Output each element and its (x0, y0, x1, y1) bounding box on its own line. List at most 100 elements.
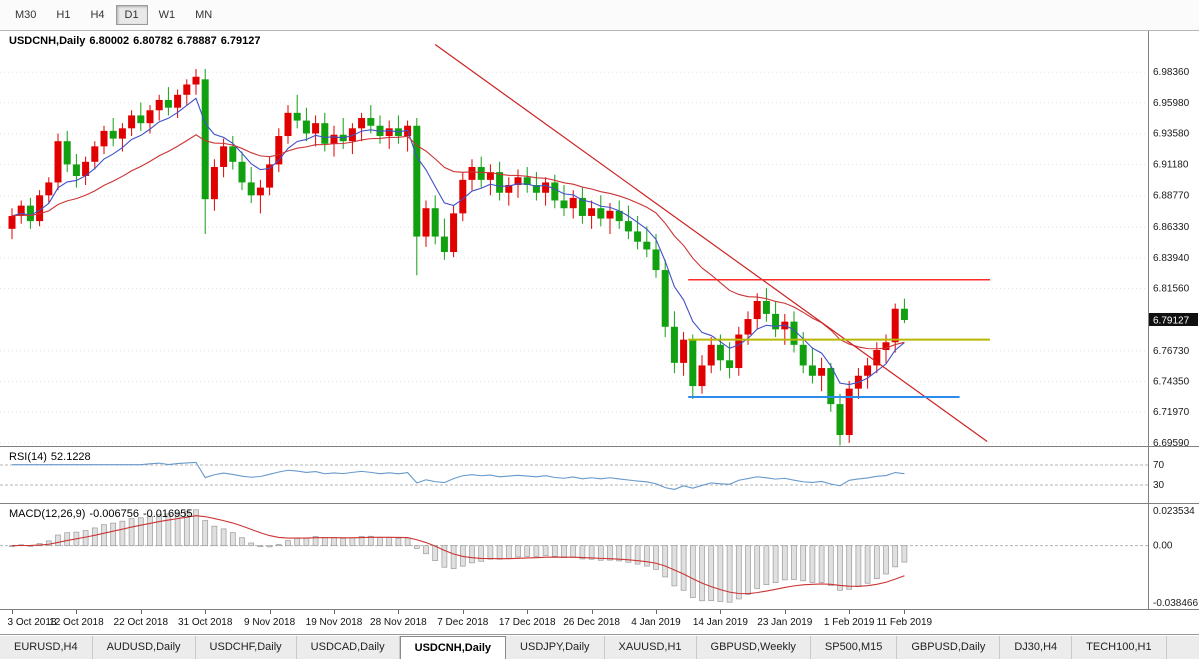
date-tick-mark (849, 610, 851, 614)
macd-histogram-bar (285, 540, 291, 547)
macd-histogram-bar (395, 537, 402, 547)
macd-histogram-bar (901, 545, 908, 563)
macd-histogram-bar (883, 545, 889, 575)
date-label: 11 Feb 2019 (876, 617, 933, 628)
macd-histogram-bar (561, 545, 567, 558)
macd-histogram-bar (91, 527, 98, 547)
candle (238, 161, 246, 183)
macd-histogram-bar (404, 537, 411, 547)
candle (367, 117, 375, 126)
symbol-tab-usdchf-daily[interactable]: USDCHF,Daily (196, 636, 297, 659)
price-axis-label: 6.88770 (1153, 191, 1190, 202)
symbol-tab-audusd-daily[interactable]: AUDUSD,Daily (93, 636, 196, 659)
macd-histogram-bar (174, 512, 181, 547)
price-axis-label: 6.71970 (1153, 407, 1190, 418)
symbol-tab-xauusd-h1[interactable]: XAUUSD,H1 (605, 636, 697, 659)
candle (266, 164, 274, 188)
candle (624, 221, 632, 232)
macd-histogram-bar (597, 545, 604, 561)
macd-histogram-bar (846, 545, 853, 590)
candle (312, 123, 320, 134)
timeframe-button-d1[interactable]: D1 (115, 5, 148, 25)
timeframe-button-h4[interactable]: H4 (81, 5, 113, 25)
date-label: 3 Oct 2018 (7, 617, 57, 628)
symbol-tab-gbpusd-daily[interactable]: GBPUSD,Daily (897, 636, 1001, 659)
plot-area (8, 44, 990, 446)
macd-histogram-bar (855, 545, 862, 588)
candle (560, 200, 568, 209)
symbol-tab-tech100-h1[interactable]: TECH100,H1 (1072, 636, 1167, 659)
rsi-indicator-chart[interactable]: 70 30 (0, 447, 1199, 503)
timeframe-button-w1[interactable]: W1 (150, 5, 185, 25)
candle (137, 115, 145, 124)
timeframe-button-m30[interactable]: M30 (6, 5, 45, 25)
candle (247, 182, 255, 196)
candle (882, 342, 890, 350)
candle (891, 308, 899, 343)
date-axis[interactable]: 3 Oct 2018 12 Oct 2018 22 Oct 2018 31 Oct 2… (0, 610, 1199, 635)
candlestick-chart[interactable]: 6.98360 6.95980 6.93580 6.91180 6.88770 6.863… (0, 31, 1199, 446)
rsi-panel: 70 30 RSI(14) 52.1228 (0, 447, 1199, 504)
candle (597, 208, 605, 219)
macd-histogram-bar (763, 545, 770, 585)
timeframe-button-h1[interactable]: H1 (47, 5, 79, 25)
svg-text:6.79127: 6.79127 (1153, 315, 1190, 326)
candle (542, 182, 550, 193)
date-tick-mark (205, 610, 207, 614)
date-label: 17 Dec 2018 (498, 617, 556, 628)
candle (551, 182, 559, 201)
macd-histogram-bar (625, 545, 632, 563)
macd-histogram-bar (55, 534, 61, 547)
symbol-tab-usdjpy-daily[interactable]: USDJPY,Daily (506, 636, 605, 659)
macd-histogram-bar (726, 545, 733, 603)
macd-histogram-bar (183, 510, 190, 547)
candle (799, 344, 807, 366)
price-axis-label: 6.95980 (1153, 98, 1190, 109)
macd-histogram-bar (441, 545, 448, 568)
symbol-tab-gbpusd-weekly[interactable]: GBPUSD,Weekly (697, 636, 811, 659)
candle (514, 177, 522, 186)
candle (293, 112, 301, 121)
candle (578, 197, 586, 216)
macd-histogram-bar (147, 515, 153, 547)
symbol-tab-eurusd-h4[interactable]: EURUSD,H4 (0, 636, 93, 659)
macd-histogram-bar (551, 545, 558, 557)
macd-histogram-bar (128, 518, 135, 547)
current-price-badge (1149, 312, 1198, 326)
macd-histogram-bar (809, 545, 816, 583)
candle (836, 404, 844, 436)
candle (716, 344, 724, 361)
rsi-level-label: 70 (1153, 460, 1165, 471)
macd-histogram-bar (662, 545, 669, 578)
candle (321, 123, 329, 144)
macd-histogram-bar (110, 522, 117, 547)
candle (413, 125, 421, 237)
candle (486, 172, 494, 180)
candle (220, 146, 228, 167)
macd-histogram-bar (735, 545, 742, 600)
symbol-tab-usdcad-daily[interactable]: USDCAD,Daily (297, 636, 400, 659)
macd-histogram-bar (671, 545, 678, 587)
macd-indicator-chart[interactable]: 0.023534 0.00 -0.038466 (0, 504, 1199, 609)
macd-histogram-bar (266, 545, 273, 548)
date-tick-mark (398, 610, 400, 614)
candle (91, 146, 99, 162)
candle (468, 166, 476, 180)
price-axis-label: 6.93580 (1153, 129, 1190, 140)
candle (100, 130, 108, 147)
timeframe-button-mn[interactable]: MN (186, 5, 221, 25)
symbol-tab-usdcnh-daily[interactable]: USDCNH,Daily (399, 636, 507, 659)
candle (450, 213, 458, 253)
descending-trendline[interactable] (434, 44, 988, 442)
candle (358, 117, 366, 129)
candle (790, 321, 798, 345)
macd-histogram-bar (542, 545, 549, 556)
macd-histogram-bar (827, 545, 834, 586)
macd-histogram-bar (450, 545, 457, 569)
symbol-tab-dj30-h4[interactable]: DJ30,H4 (1000, 636, 1073, 659)
macd-histogram-bar (708, 545, 715, 602)
price-axis-label: 6.74350 (1153, 377, 1190, 388)
date-label: 22 Oct 2018 (113, 617, 169, 628)
candle (818, 368, 826, 376)
symbol-tab-sp500-m15[interactable]: SP500,M15 (811, 636, 898, 659)
